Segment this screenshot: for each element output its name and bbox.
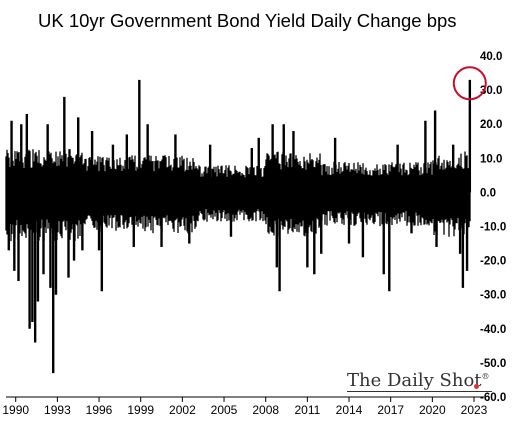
- y-tick-label: 40.0: [480, 51, 502, 63]
- y-tick-label: -30.0: [480, 290, 506, 302]
- x-tick-label: 2002: [169, 403, 196, 417]
- x-tick-label: 2017: [377, 403, 404, 417]
- y-tick-label: 0.0: [480, 187, 496, 199]
- y-tick-label: -20.0: [480, 256, 506, 268]
- x-tick-label: 1996: [86, 403, 113, 417]
- chart-title: UK 10yr Government Bond Yield Daily Chan…: [38, 10, 457, 31]
- y-tick-label: -10.0: [480, 222, 506, 234]
- x-tick-label: 1990: [2, 403, 29, 417]
- x-tick-label: 1993: [44, 403, 71, 417]
- y-tick-label: -50.0: [480, 358, 506, 370]
- y-tick-label: -60.0: [480, 392, 506, 404]
- highlight-annotation: [452, 66, 487, 101]
- x-tick-label: 2014: [336, 403, 363, 417]
- x-axis: 1990 1993 1996 1999 2002 2005 2008 2011 2014 2017…: [2, 396, 488, 417]
- x-tick-label: 2005: [211, 403, 238, 417]
- x-tick-label: 2020: [419, 403, 446, 417]
- y-tick-label: 20.0: [480, 119, 502, 131]
- the-daily-shot-logo: The Daily Shot®: [347, 367, 492, 392]
- y-axis-ticks: 40.030.020.010.00.0-10.0-20.0-30.0-40.0-…: [480, 51, 506, 404]
- x-tick-label: 2023: [461, 403, 488, 417]
- y-tick-label: 10.0: [480, 153, 502, 165]
- x-tick-label: 2011: [294, 403, 320, 417]
- x-tick-label: 2008: [252, 403, 279, 417]
- daily-change-bars: [5, 79, 472, 374]
- logo-red-dot: [474, 384, 479, 389]
- y-tick-label: -40.0: [480, 324, 506, 336]
- noise-band: [5, 149, 471, 242]
- x-tick-label: 1999: [127, 403, 154, 417]
- highlight-circle: [452, 66, 487, 101]
